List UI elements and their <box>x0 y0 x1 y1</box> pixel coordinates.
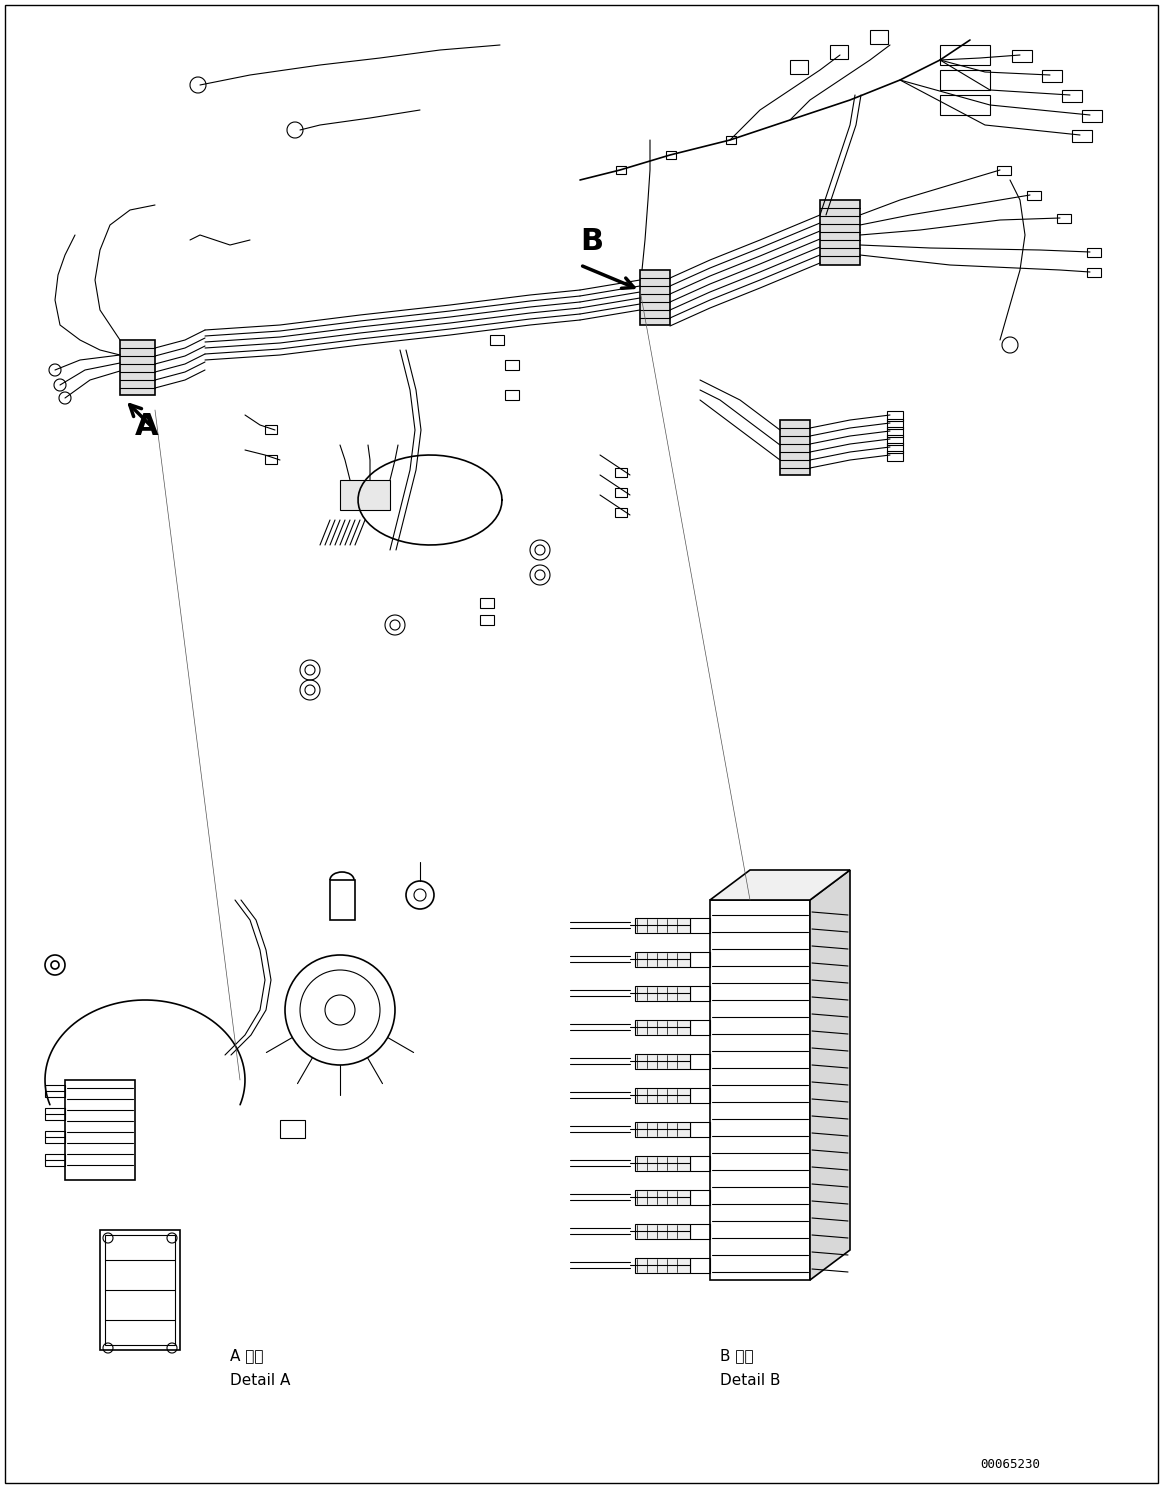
Bar <box>1082 110 1103 122</box>
Text: Detail A: Detail A <box>230 1373 291 1388</box>
Text: B: B <box>580 228 604 256</box>
Text: 00065230: 00065230 <box>980 1458 1040 1472</box>
Text: Detail B: Detail B <box>720 1373 780 1388</box>
Bar <box>690 1019 709 1036</box>
Bar <box>709 900 809 1280</box>
Bar <box>330 879 355 920</box>
Bar <box>100 1231 180 1350</box>
Bar <box>820 199 859 265</box>
Bar <box>940 95 990 115</box>
Bar <box>1087 268 1101 277</box>
Bar <box>45 1155 65 1167</box>
Bar <box>666 150 676 159</box>
Bar <box>640 269 670 324</box>
Polygon shape <box>709 870 850 900</box>
Bar <box>635 952 690 967</box>
Bar <box>887 420 902 429</box>
Bar <box>887 427 902 437</box>
Bar <box>690 952 709 967</box>
Bar <box>1072 129 1092 141</box>
Bar <box>830 45 848 60</box>
Bar <box>1042 70 1062 82</box>
Bar <box>45 1109 65 1120</box>
Bar <box>690 1257 709 1274</box>
Bar <box>887 411 902 421</box>
Bar <box>615 507 627 516</box>
Bar <box>280 1120 305 1138</box>
Bar <box>690 1190 709 1205</box>
Bar <box>480 615 494 625</box>
Bar <box>690 1054 709 1068</box>
Bar <box>480 598 494 609</box>
Bar <box>690 918 709 933</box>
Bar <box>887 434 902 445</box>
Bar <box>690 1225 709 1240</box>
Bar <box>690 1088 709 1103</box>
Bar <box>635 1190 690 1205</box>
Bar <box>615 469 627 478</box>
Bar <box>940 70 990 89</box>
Bar <box>635 918 690 933</box>
Polygon shape <box>809 870 850 1280</box>
Bar <box>635 1122 690 1137</box>
Bar <box>997 167 1011 176</box>
Bar <box>635 1088 690 1103</box>
Text: A: A <box>135 412 158 440</box>
Text: B 詳細: B 詳細 <box>720 1348 754 1363</box>
Bar <box>940 45 990 65</box>
Bar <box>635 1257 690 1274</box>
Bar <box>635 1156 690 1171</box>
Bar <box>780 420 809 475</box>
Bar <box>615 488 627 497</box>
Bar <box>887 451 902 461</box>
Bar <box>790 60 808 74</box>
Bar <box>690 1156 709 1171</box>
Bar <box>616 167 626 174</box>
Bar <box>65 1080 135 1180</box>
Bar <box>340 481 390 510</box>
Bar <box>635 1225 690 1240</box>
Bar <box>505 360 519 371</box>
Bar <box>1087 248 1101 257</box>
Text: A 詳細: A 詳細 <box>230 1348 264 1363</box>
Bar <box>45 1131 65 1143</box>
Bar <box>870 30 889 45</box>
Bar <box>1057 214 1071 223</box>
Bar <box>505 390 519 400</box>
Bar <box>635 987 690 1001</box>
Bar <box>490 335 504 345</box>
Bar <box>1062 89 1082 103</box>
Bar <box>635 1054 690 1068</box>
Bar <box>120 339 155 394</box>
Bar <box>265 455 277 464</box>
Bar <box>265 426 277 434</box>
Bar <box>105 1235 174 1345</box>
Bar <box>1027 190 1041 199</box>
Bar <box>690 987 709 1001</box>
Bar <box>45 1085 65 1097</box>
Bar <box>726 135 736 144</box>
Bar <box>1012 51 1032 62</box>
Bar <box>690 1122 709 1137</box>
Bar <box>887 443 902 452</box>
Bar <box>635 1019 690 1036</box>
